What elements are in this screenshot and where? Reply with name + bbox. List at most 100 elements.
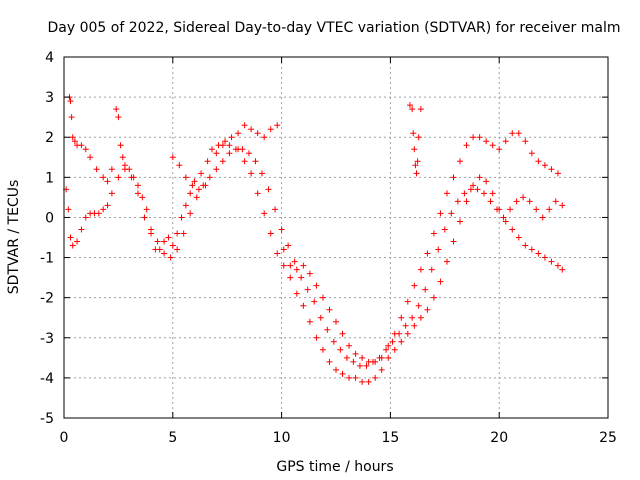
data-point-track-3: [287, 262, 294, 269]
data-point-track-1: [100, 174, 107, 181]
data-point-track-1: [82, 146, 89, 153]
data-point-track-2: [134, 190, 141, 197]
y-tick-label: -1: [40, 251, 54, 267]
data-point-track-1: [293, 290, 300, 297]
data-point-track-2: [389, 338, 396, 345]
data-point-track-1: [204, 158, 211, 165]
data-point-track-2: [298, 274, 305, 281]
data-point-track-1: [437, 278, 444, 285]
data-point-track-1: [489, 190, 496, 197]
data-point-track-2: [539, 214, 546, 221]
data-point-track-3: [391, 330, 398, 337]
data-point-track-2: [291, 258, 298, 265]
data-point-track-1: [174, 230, 181, 237]
data-point-track-3: [261, 134, 268, 141]
data-point-track-1: [226, 142, 233, 149]
y-tick-label: 0: [45, 210, 54, 226]
data-point-track-2: [461, 190, 468, 197]
axis-ticks: -5 -4 -3 -2 -1 0 1 2 3 4 0 5 10 15 20 25: [40, 50, 617, 446]
data-point-track-1: [65, 206, 72, 213]
data-point-track-2: [187, 210, 194, 217]
data-point-track-2: [180, 230, 187, 237]
y-tick-label: 3: [45, 90, 54, 106]
y-tick-label: -2: [40, 291, 54, 307]
data-point-track-1: [119, 154, 126, 161]
data-point-track-2: [141, 214, 148, 221]
data-point-track-1: [502, 218, 509, 225]
data-point-track-3: [313, 282, 320, 289]
data-point-track-3: [483, 138, 490, 145]
data-point-track-1: [178, 214, 185, 221]
chart-title: Day 005 of 2022, Sidereal Day-to-day VTE…: [48, 20, 621, 36]
data-point-track-1: [535, 250, 542, 257]
data-point-track-1: [541, 254, 548, 261]
data-point-track-2: [467, 186, 474, 193]
data-point-track-2: [206, 174, 213, 181]
y-tick-label: -3: [40, 331, 54, 347]
plot-frame: [63, 56, 609, 419]
data-point-track-1: [372, 374, 379, 381]
data-point-track-4: [417, 106, 424, 113]
data-point-track-1: [306, 318, 313, 325]
data-point-track-2: [95, 210, 102, 217]
data-point-track-1: [548, 258, 555, 265]
data-point-track-3: [306, 270, 313, 277]
data-point-track-1: [509, 226, 516, 233]
data-point-track-2: [533, 206, 540, 213]
grid-layer: [64, 57, 608, 418]
data-point-track-3: [359, 354, 366, 361]
data-point-track-3: [195, 186, 202, 193]
data-point-track-2: [487, 198, 494, 205]
data-point-track-2: [128, 174, 135, 181]
data-point-track-3: [378, 354, 385, 361]
data-point-track-1: [559, 266, 566, 273]
data-point-track-1: [165, 234, 172, 241]
data-point-track-2: [100, 206, 107, 213]
data-point-track-2: [245, 150, 252, 157]
data-point-track-1: [333, 366, 339, 373]
data-point-track-1: [463, 198, 470, 205]
data-point-track-3: [463, 142, 470, 149]
data-point-track-1: [522, 242, 529, 249]
data-point-track-1: [182, 202, 189, 209]
data-point-track-2: [441, 226, 448, 233]
data-point-track-2: [546, 206, 553, 213]
data-point-track-3: [222, 138, 229, 145]
x-tick-label: 15: [381, 430, 399, 446]
data-point-track-3: [267, 126, 274, 133]
data-point-track-3: [326, 306, 333, 313]
data-point-track-1: [113, 106, 120, 113]
data-point-track-3: [437, 210, 444, 217]
data-point-track-1: [398, 338, 405, 345]
data-point-track-1: [68, 114, 75, 121]
data-point-track-3: [470, 134, 477, 141]
data-point-track-4: [411, 146, 418, 153]
data-point-track-1: [528, 246, 535, 253]
data-point-track-1: [248, 170, 255, 177]
data-point-track-1: [417, 314, 424, 321]
data-point-track-1: [470, 182, 477, 189]
data-point-track-1: [554, 262, 561, 269]
data-point-track-2: [317, 314, 324, 321]
data-point-track-2: [121, 166, 128, 173]
y-tick-label: -4: [40, 371, 54, 387]
data-point-track-2: [226, 150, 233, 157]
data-point-track-3: [365, 358, 372, 365]
data-point-track-4: [414, 158, 421, 165]
data-point-track-2: [259, 170, 266, 177]
data-point-track-2: [324, 326, 331, 333]
data-point-track-2: [474, 186, 481, 193]
data-point-track-3: [189, 182, 196, 189]
data-point-track-2: [337, 346, 344, 353]
data-point-track-2: [154, 238, 161, 245]
data-point-track-2: [278, 226, 285, 233]
data-point-track-1: [78, 142, 85, 149]
data-point-track-4: [412, 162, 419, 169]
data-point-track-3: [176, 162, 183, 169]
data-point-track-1: [378, 366, 385, 373]
data-point-track-3: [228, 134, 235, 141]
data-point-track-2: [167, 254, 174, 261]
data-point-track-1: [404, 330, 411, 337]
data-points: [63, 94, 566, 385]
data-point-track-3: [457, 158, 464, 165]
